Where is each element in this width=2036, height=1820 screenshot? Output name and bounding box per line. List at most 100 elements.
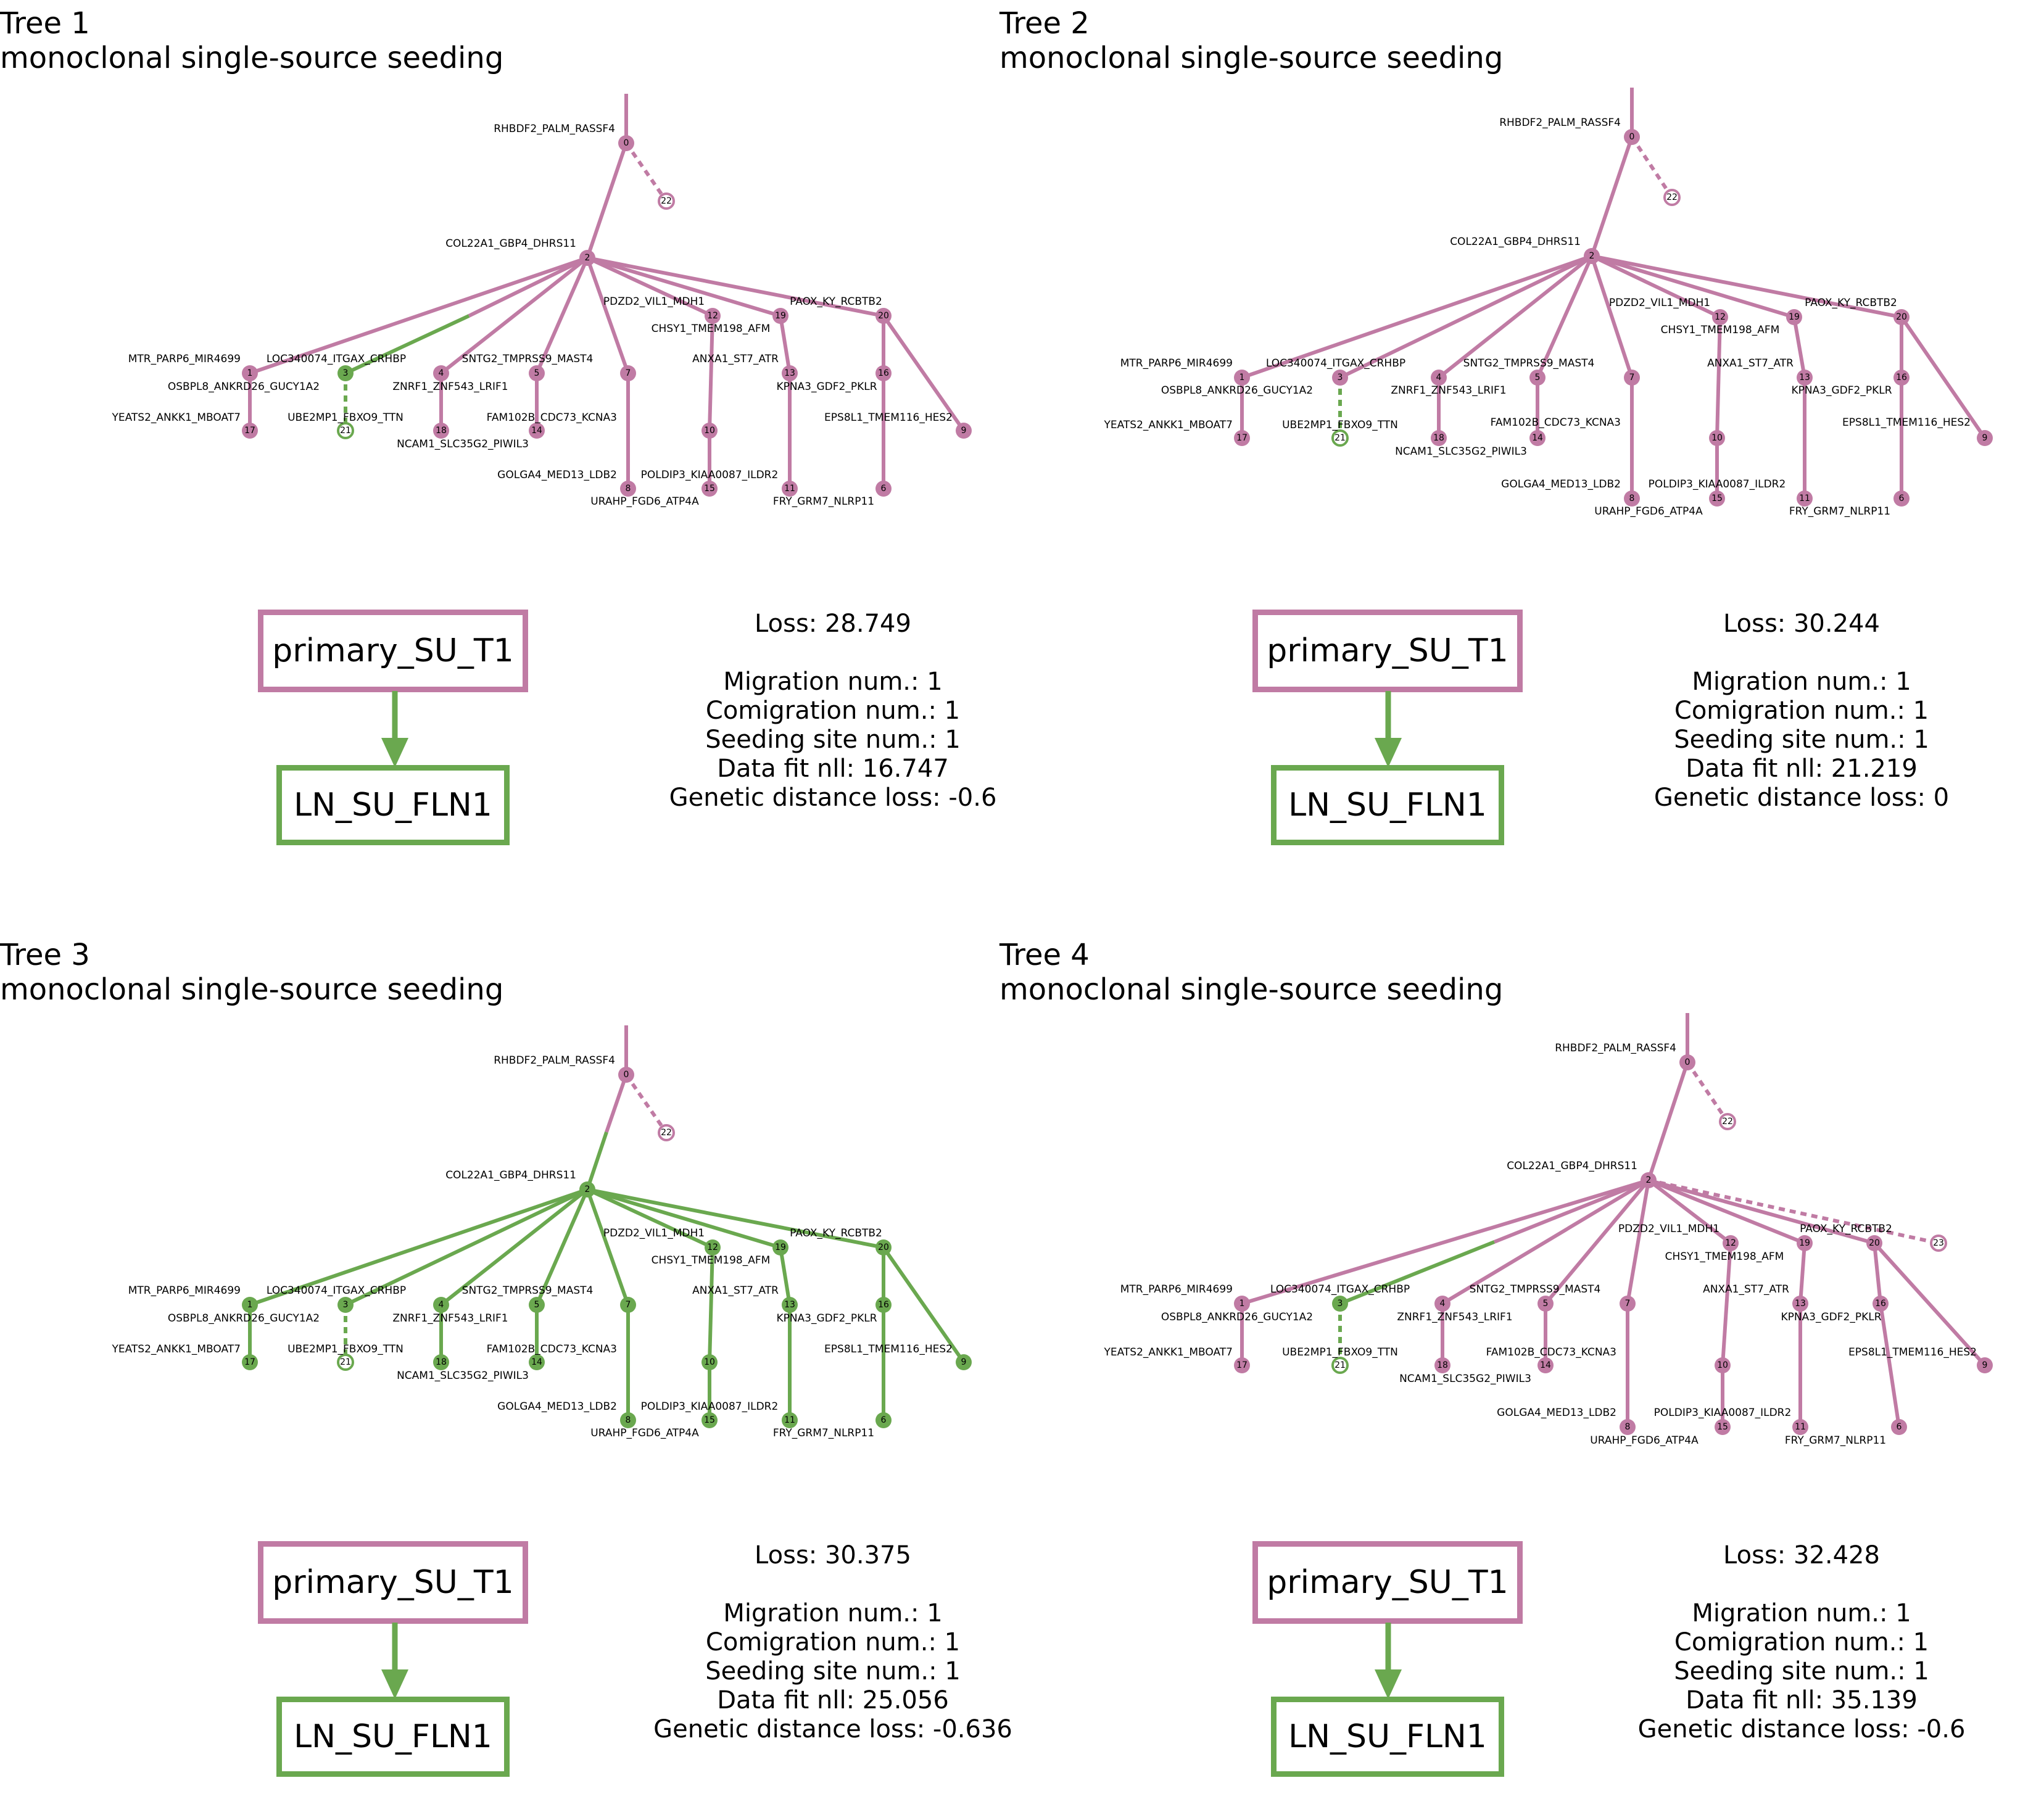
- node-number: 7: [626, 368, 631, 378]
- tree-node: [1529, 370, 1546, 386]
- tree-node: [1624, 490, 1640, 507]
- tree-edge: [708, 1247, 714, 1363]
- mutation-label: GOLGA4_MED13_LDB2: [497, 1400, 617, 1413]
- node-number: 9: [1982, 1360, 1988, 1370]
- node-number: 5: [534, 1300, 540, 1310]
- node-number: 0: [624, 1070, 629, 1080]
- datafit-text: Data fit nll: 21.219: [1686, 755, 1918, 783]
- tree-edge: [587, 1188, 781, 1249]
- mutation-label: COL22A1_GBP4_DHRS11: [1450, 236, 1581, 248]
- tree-edge: [1339, 254, 1593, 379]
- mutation-label: CHSY1_TMEM198_AFM: [1665, 1251, 1784, 1263]
- genetic-text: Genetic distance loss: -0.6: [1637, 1715, 1966, 1743]
- seeding-arrow: [370, 691, 420, 768]
- mutation-label: NCAM1_SLC35G2_PIWIL3: [1399, 1373, 1531, 1385]
- mutation-label: UBE2MP1_FBXO9_TTN: [288, 1343, 403, 1355]
- tree-title: Tree 3: [0, 938, 90, 972]
- tree-node: [529, 1354, 545, 1370]
- tree-node: [1786, 309, 1802, 325]
- node-number: 3: [343, 1300, 349, 1310]
- tree-panel-3: Tree 3 monoclonal single-source seeding: [0, 932, 1012, 1820]
- mutation-label: RHBDF2_PALM_RASSF4: [494, 1054, 615, 1067]
- tree-node: [1866, 1235, 1882, 1251]
- mutation-label: PAOX_KY_RCBTB2: [790, 1227, 882, 1239]
- tree-title: Tree 1: [0, 6, 90, 41]
- tree-node: [1641, 1172, 1657, 1188]
- mutation-label: POLDIP3_KIAA0087_ILDR2: [641, 469, 779, 481]
- tree-node: [433, 1354, 449, 1370]
- node-number: 9: [1982, 433, 1988, 443]
- tree-node: [1792, 1419, 1808, 1435]
- mutation-label: COL22A1_GBP4_DHRS11: [445, 238, 576, 250]
- mutation-label: UBE2MP1_FBXO9_TTN: [1282, 1346, 1398, 1359]
- tree-edge: [1241, 1178, 1649, 1305]
- tree-node: [875, 1297, 892, 1313]
- tree-stats: Loss: 30.244 Migration num.: 1 Comigrati…: [1635, 610, 1968, 813]
- node-number: 16: [1896, 373, 1907, 383]
- mutation-label: MTR_PARP6_MIR4699: [1120, 357, 1233, 370]
- tree-edge: [1798, 1243, 1806, 1304]
- tree-node: [1715, 1357, 1731, 1373]
- node-number: 13: [1795, 1299, 1806, 1309]
- tree-edge: [779, 1247, 792, 1305]
- node-number: 11: [784, 484, 795, 494]
- tree-node: [1234, 370, 1250, 386]
- node-number: 18: [1437, 1360, 1448, 1370]
- mutation-label: POLDIP3_KIAA0087_ILDR2: [1654, 1407, 1792, 1419]
- mutation-label: ZNRF1_ZNF543_LRIF1: [1397, 1311, 1512, 1323]
- tree-node: [772, 1239, 788, 1255]
- node-number: 3: [343, 368, 349, 378]
- mutation-label: PAOX_KY_RCBTB2: [1800, 1223, 1892, 1235]
- tree-node: [875, 481, 892, 497]
- node-number: 18: [436, 1357, 447, 1367]
- tree-edge: [440, 1188, 589, 1307]
- node-number: 6: [1897, 1422, 1902, 1432]
- mutation-label: ANXA1_ST7_ATR: [1707, 357, 1794, 370]
- tree-edge: [440, 256, 589, 375]
- tree-edge: [587, 256, 781, 318]
- node-number: 14: [1540, 1360, 1551, 1370]
- mutation-label: COL22A1_GBP4_DHRS11: [1507, 1160, 1637, 1172]
- mutation-label: SNTG2_TMPRSS9_MAST4: [462, 1284, 594, 1297]
- tree-node: [1679, 1054, 1695, 1070]
- mutation-label: FRY_GRM7_NLRP11: [773, 495, 874, 508]
- tree-edge: [1591, 254, 1902, 319]
- mutation-label: FAM102B_CDC73_KCNA3: [1486, 1346, 1616, 1359]
- node-number: 19: [1789, 312, 1800, 322]
- node-number: 8: [626, 1415, 631, 1425]
- node-number: 13: [784, 1300, 795, 1310]
- tree-edge: [1536, 255, 1594, 379]
- tree-node: [1977, 1357, 1993, 1373]
- mutation-label: OSBPL8_ANKRD26_GUCY1A2: [168, 1312, 320, 1325]
- tree-node: [782, 1297, 798, 1313]
- tree-node: [782, 365, 798, 381]
- mutation-label: OSBPL8_ANKRD26_GUCY1A2: [1161, 1311, 1313, 1323]
- seeding-text: Seeding site num.: 1: [1674, 726, 1929, 754]
- tree-subtitle: monoclonal single-source seeding: [999, 972, 1504, 1007]
- node-number: 15: [1717, 1422, 1728, 1432]
- node-number: 19: [775, 1243, 786, 1252]
- tree-node: [1584, 248, 1600, 264]
- mutation-label: RHBDF2_PALM_RASSF4: [1499, 117, 1621, 129]
- mutation-label: POLDIP3_KIAA0087_ILDR2: [641, 1400, 779, 1413]
- tree-node: [620, 1412, 636, 1428]
- tree-node: [529, 1297, 545, 1313]
- tree-node: [1624, 129, 1640, 145]
- node-number: 15: [704, 484, 715, 494]
- migration-text: Migration num.: 1: [1692, 1599, 1911, 1628]
- mutation-label: YEATS2_ANKK1_MBOAT7: [1103, 419, 1233, 431]
- primary-site-box: primary_SU_T1: [1252, 1541, 1523, 1624]
- tree-node: [1797, 490, 1813, 507]
- mutation-label: FAM102B_CDC73_KCNA3: [1491, 416, 1621, 429]
- node-number: 10: [704, 426, 715, 436]
- mutation-label: RHBDF2_PALM_RASSF4: [1555, 1042, 1676, 1054]
- tree-edge: [1900, 316, 1987, 439]
- tree-title: Tree 2: [999, 6, 1090, 41]
- migration-text: Migration num.: 1: [723, 668, 943, 696]
- tree-node: [1620, 1419, 1636, 1435]
- tree-node: [701, 481, 718, 497]
- tree-node: [242, 1354, 258, 1370]
- node-number: 20: [878, 311, 889, 321]
- node-number: 21: [340, 426, 351, 436]
- mutation-label: SNTG2_TMPRSS9_MAST4: [1463, 357, 1595, 370]
